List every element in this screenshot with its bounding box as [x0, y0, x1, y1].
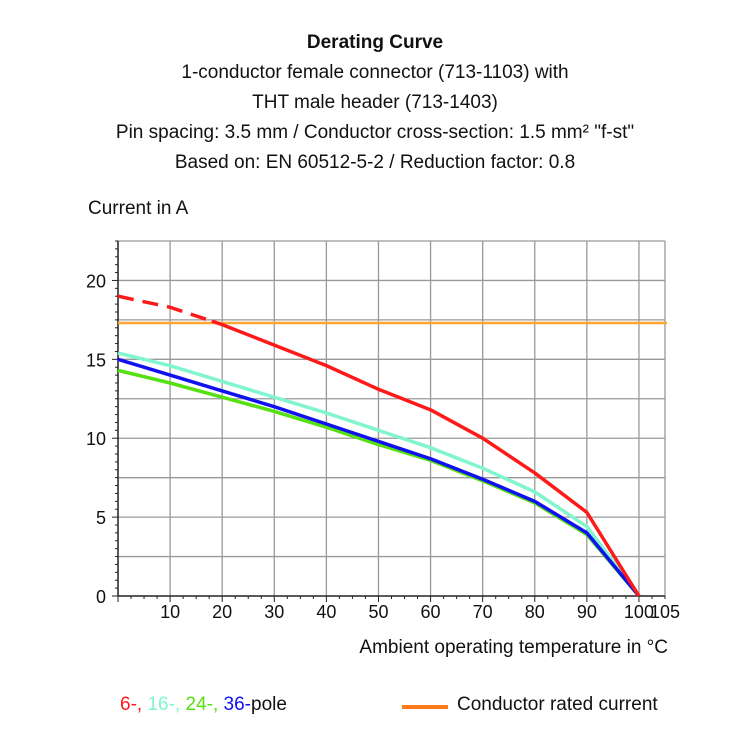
series-36-pole — [117, 357, 641, 598]
chart-subtitle-1: 1-conductor female connector (713-1103) … — [181, 62, 569, 83]
x-tick-label: 90 — [577, 602, 597, 622]
series-16-pole — [117, 351, 641, 598]
x-tick-label: 10 — [160, 602, 180, 622]
chart-title: Derating Curve — [306, 32, 444, 53]
legend-24-pole: 24-, — [185, 694, 219, 715]
y-axis-label: Current in A — [88, 198, 189, 219]
legend-6-pole: 6-, — [120, 694, 143, 715]
legend-rated-swatch — [402, 705, 448, 709]
series-6-pole-dashed — [117, 294, 213, 323]
chart-subtitle-3: Pin spacing: 3.5 mm / Conductor cross-se… — [115, 122, 635, 143]
x-tick-label: 105 — [650, 602, 680, 622]
chart-subtitle-2: THT male header (713-1403) — [252, 92, 498, 113]
legend-pole-suffix: pole — [251, 694, 287, 715]
chart-subtitle-4: Based on: EN 60512-5-2 / Reduction facto… — [174, 152, 576, 173]
legend-rated: Conductor rated current — [457, 694, 658, 715]
legend-poles: 6-, 16-, 24-, 36-pole — [120, 694, 287, 716]
x-tick-label: 100 — [624, 602, 654, 622]
y-tick-label: 5 — [96, 508, 106, 528]
legend-36-pole: 36- — [223, 694, 251, 715]
series-6-pole — [211, 319, 641, 597]
y-tick-label: 15 — [86, 350, 106, 370]
x-tick-label: 40 — [316, 602, 336, 622]
legend-16-pole: 16-, — [147, 694, 181, 715]
x-tick-label: 50 — [368, 602, 388, 622]
x-tick-label: 70 — [473, 602, 493, 622]
x-tick-label: 30 — [264, 602, 284, 622]
y-tick-label: 20 — [86, 271, 106, 291]
x-tick-label: 80 — [525, 602, 545, 622]
x-tick-label: 20 — [212, 602, 232, 622]
x-tick-label: 60 — [421, 602, 441, 622]
x-axis-label: Ambient operating temperature in °C — [359, 637, 668, 658]
y-tick-label: 10 — [86, 429, 106, 449]
y-tick-label: 0 — [96, 587, 106, 607]
